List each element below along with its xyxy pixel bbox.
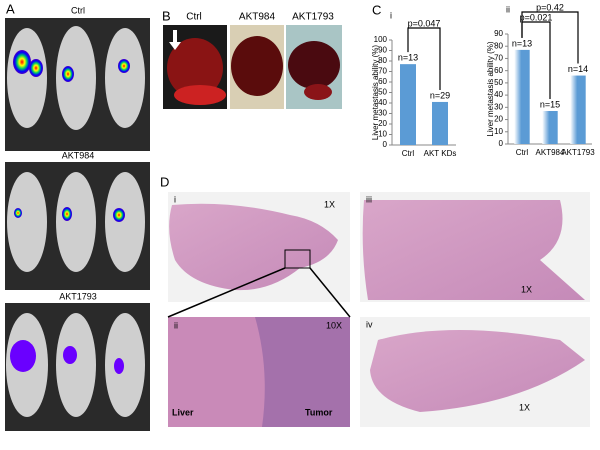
bar [570, 75, 586, 144]
histology-images [167, 192, 590, 427]
image-label: i [174, 194, 176, 204]
x-tick-label: Ctrl [402, 149, 415, 158]
chart-label: i [390, 10, 392, 20]
p-value: p=0.021 [520, 12, 553, 22]
y-tick-label: 70 [378, 67, 387, 76]
magnification: 1X [519, 402, 530, 412]
y-tick-label: 20 [378, 119, 387, 128]
group-label: Ctrl [71, 5, 85, 15]
y-tick-label: 60 [378, 77, 387, 86]
group-label: AKT984 [62, 150, 95, 160]
y-tick-label: 80 [494, 41, 503, 50]
chart-label: ii [506, 4, 510, 14]
panel-label: D [160, 174, 169, 189]
image-label: ii [174, 320, 178, 330]
p-value: p=0.047 [408, 18, 441, 28]
image-label: iii [366, 194, 372, 204]
y-tick-label: 30 [494, 102, 503, 111]
y-tick-label: 40 [378, 98, 387, 107]
sample-label: Ctrl [186, 12, 202, 23]
n-label: n=29 [430, 90, 450, 100]
panel-label: C [372, 2, 381, 17]
y-tick-label: 40 [494, 90, 503, 99]
y-tick-label: 90 [378, 46, 387, 55]
y-tick-label: 30 [378, 109, 387, 118]
y-tick-label: 0 [499, 139, 504, 148]
y-tick-label: 90 [494, 29, 503, 38]
tissue-label: Liver [172, 407, 194, 417]
tissue-label: Tumor [305, 407, 333, 417]
y-tick-label: 50 [378, 88, 387, 97]
group-label: AKT1793 [59, 291, 97, 301]
y-tick-label: 20 [494, 115, 503, 124]
liver-photos [163, 25, 342, 109]
mouse-images [5, 18, 150, 431]
bar [542, 111, 558, 144]
bar [514, 49, 530, 145]
y-tick-label: 60 [494, 66, 503, 75]
y-tick-label: 10 [494, 127, 503, 136]
y-axis-label: Liver metastasis ability (%) [486, 41, 495, 136]
x-tick-label: Ctrl [516, 148, 529, 157]
n-label: n=13 [512, 38, 532, 48]
y-tick-label: 70 [494, 54, 503, 63]
significance-bracket [407, 27, 441, 90]
panel-label: B [162, 8, 171, 23]
y-tick-label: 0 [383, 140, 388, 149]
x-tick-label: AKT984 [536, 148, 565, 157]
significance-bracket [521, 11, 579, 64]
y-tick-label: 50 [494, 78, 503, 87]
x-tick-label: AKT KDs [424, 149, 457, 158]
bar [400, 64, 416, 145]
panel-label: A [6, 1, 15, 16]
y-tick-label: 80 [378, 56, 387, 65]
y-tick-label: 100 [374, 35, 388, 44]
sample-label: AKT1793 [292, 12, 334, 23]
sample-label: AKT984 [239, 12, 276, 23]
magnification: 1X [521, 284, 532, 294]
bar [432, 101, 448, 145]
n-label: n=15 [540, 99, 560, 109]
image-label: iv [366, 319, 373, 329]
p-value: p=0.42 [536, 2, 564, 12]
magnification: 1X [324, 199, 335, 209]
x-tick-label: AKT1793 [561, 148, 595, 157]
y-tick-label: 10 [378, 130, 387, 139]
n-label: n=14 [568, 64, 588, 74]
n-label: n=13 [398, 53, 418, 63]
y-axis-label: Liver metastasis ability (%) [371, 45, 380, 140]
magnification: 10X [326, 320, 342, 330]
